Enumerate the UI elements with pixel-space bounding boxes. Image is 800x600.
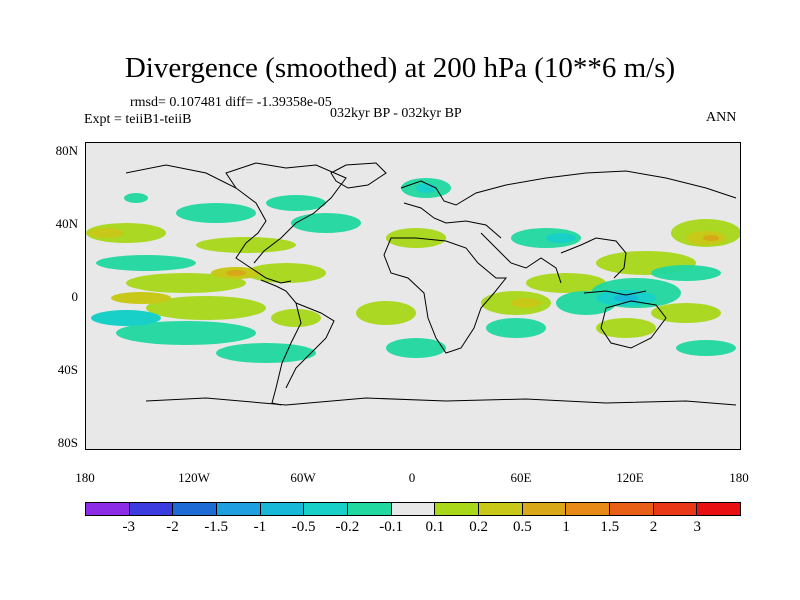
colorbar-swatch	[348, 503, 392, 515]
plot-title: Divergence (smoothed) at 200 hPa (10**6 …	[124, 52, 676, 84]
colorbar-label: 0.2	[469, 519, 488, 535]
colorbar-swatch	[435, 503, 480, 515]
lon-label-120w: 120W	[178, 470, 210, 485]
colorbar-swatch	[173, 503, 218, 515]
lon-label-180w: 180	[75, 470, 95, 485]
lon-label-60w: 60W	[290, 470, 316, 485]
lat-label-40s: 40S	[57, 362, 78, 377]
colorbar	[85, 502, 741, 516]
lat-label-0: 0	[71, 289, 79, 304]
colorbar-label: 0.1	[425, 519, 445, 535]
colorbar-label: -1.5	[204, 519, 229, 535]
colorbar-swatch	[610, 503, 654, 515]
colorbar-swatch	[566, 503, 611, 515]
colorbar-label: -0.2	[335, 519, 360, 535]
experiment-label: Expt = teiiB1-teiiB	[84, 112, 192, 127]
colorbar-swatch	[129, 503, 174, 515]
colorbar-swatch	[479, 503, 523, 515]
lat-label-80s: 80S	[57, 435, 78, 450]
colorbar-label: -0.5	[291, 519, 316, 535]
lon-label-120e: 120E	[616, 470, 644, 485]
colorbar-swatch	[304, 503, 349, 515]
divergence-field	[86, 162, 740, 406]
colorbar-label: 2	[649, 519, 658, 535]
colorbar-label: -2	[166, 519, 179, 535]
lon-label-180e: 180	[729, 470, 749, 485]
colorbar-swatch	[391, 503, 436, 515]
stats-text: rmsd= 0.107481 diff= -1.39358e-05	[130, 95, 332, 110]
colorbar-label: -3	[122, 519, 135, 535]
lon-label-60e: 60E	[510, 470, 532, 485]
lat-label-80n: 80N	[55, 143, 78, 158]
colorbar-label: 3	[693, 519, 702, 535]
colorbar-label: 1.5	[600, 519, 620, 535]
colorbar-swatch	[86, 503, 130, 515]
lon-label-0: 0	[408, 470, 416, 485]
colorbar-label: 1	[562, 519, 570, 535]
period-label: 032kyr BP - 032kyr BP	[330, 106, 462, 121]
lat-label-40n: 40N	[55, 216, 78, 231]
colorbar-swatch	[260, 503, 305, 515]
colorbar-swatch	[697, 503, 741, 515]
map-panel	[85, 142, 741, 450]
colorbar-label: -1	[253, 519, 267, 535]
colorbar-label: -0.1	[379, 519, 403, 535]
colorbar-swatch	[653, 503, 698, 515]
colorbar-swatch	[522, 503, 567, 515]
season-label: ANN	[706, 110, 737, 125]
colorbar-label: 0.5	[512, 519, 532, 535]
colorbar-swatch	[217, 503, 261, 515]
